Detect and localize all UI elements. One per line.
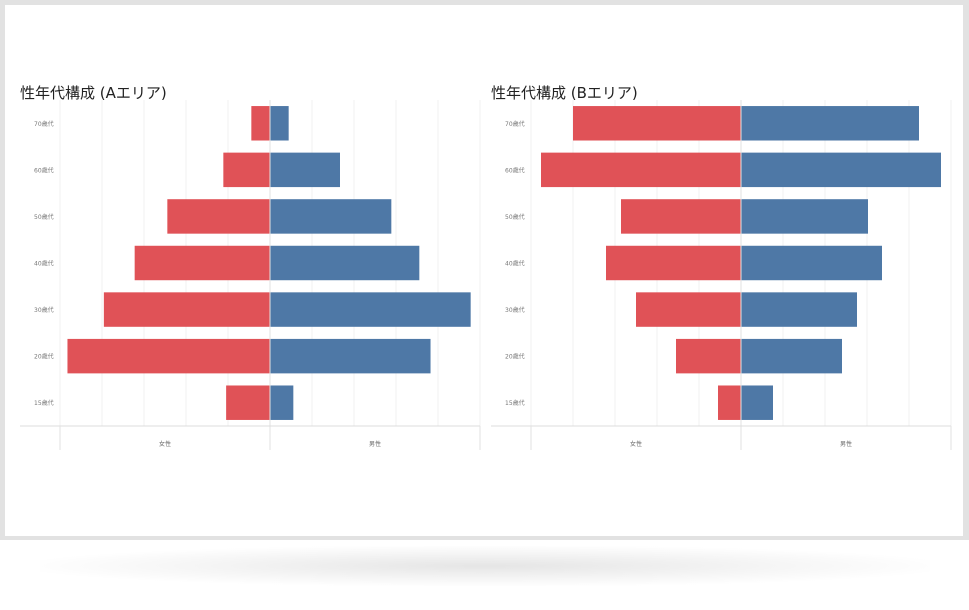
bar-male xyxy=(270,292,471,327)
bar-male xyxy=(270,152,340,188)
bar-male xyxy=(270,338,431,374)
category-label: 15歳代 xyxy=(34,399,54,407)
category-label: 50歳代 xyxy=(34,213,54,221)
category-label: 70歳代 xyxy=(34,120,54,128)
bar-female xyxy=(67,338,270,374)
category-label: 15歳代 xyxy=(505,399,525,407)
bar-male xyxy=(270,106,289,141)
x-label-male: 男性 xyxy=(840,440,852,448)
bar-male xyxy=(741,106,919,141)
bar-male xyxy=(741,338,842,374)
x-label-female: 女性 xyxy=(630,440,642,448)
bar-female xyxy=(541,152,741,188)
card-shadow xyxy=(40,546,930,586)
bar-female xyxy=(226,385,270,420)
bar-female xyxy=(167,199,270,234)
bar-male xyxy=(741,152,941,188)
bar-male xyxy=(741,199,868,234)
bar-female xyxy=(636,292,741,327)
bar-male xyxy=(741,292,857,327)
chart-panel-b: 性年代構成 (Bエリア) 70歳代 60歳代 50歳代 40歳代 30歳代 20歳代 15歳… xyxy=(491,78,953,458)
category-label: 40歳代 xyxy=(34,260,54,268)
bar-female xyxy=(718,385,741,420)
chart-title: 性年代構成 (Bエリア) xyxy=(491,84,638,102)
x-label-male: 男性 xyxy=(369,440,381,448)
category-label: 50歳代 xyxy=(505,213,525,221)
category-label: 70歳代 xyxy=(505,120,525,128)
bar-female xyxy=(251,106,270,141)
bar-female xyxy=(223,152,270,188)
chart-title: 性年代構成 (Aエリア) xyxy=(20,84,167,102)
bar-female xyxy=(676,338,741,374)
bar-male xyxy=(741,385,773,420)
bar-female xyxy=(606,245,741,281)
category-label: 60歳代 xyxy=(505,166,525,174)
bar-male xyxy=(270,245,420,281)
category-label: 30歳代 xyxy=(505,306,525,314)
chart-panel-a: 性年代構成 (Aエリア) 70歳代 60歳代 50歳代 40歳代 30歳代 20歳代 15歳… xyxy=(20,78,482,458)
bar-male xyxy=(741,245,882,281)
bar-female xyxy=(621,199,741,234)
bar-female xyxy=(103,292,270,327)
category-label: 60歳代 xyxy=(34,166,54,174)
bar-female xyxy=(573,106,741,141)
category-label: 20歳代 xyxy=(505,353,525,361)
x-label-female: 女性 xyxy=(159,440,171,448)
bar-male xyxy=(270,199,392,234)
category-label: 40歳代 xyxy=(505,260,525,268)
category-label: 20歳代 xyxy=(34,353,54,361)
category-label: 30歳代 xyxy=(34,306,54,314)
bar-male xyxy=(270,385,294,420)
bar-female xyxy=(134,245,270,281)
